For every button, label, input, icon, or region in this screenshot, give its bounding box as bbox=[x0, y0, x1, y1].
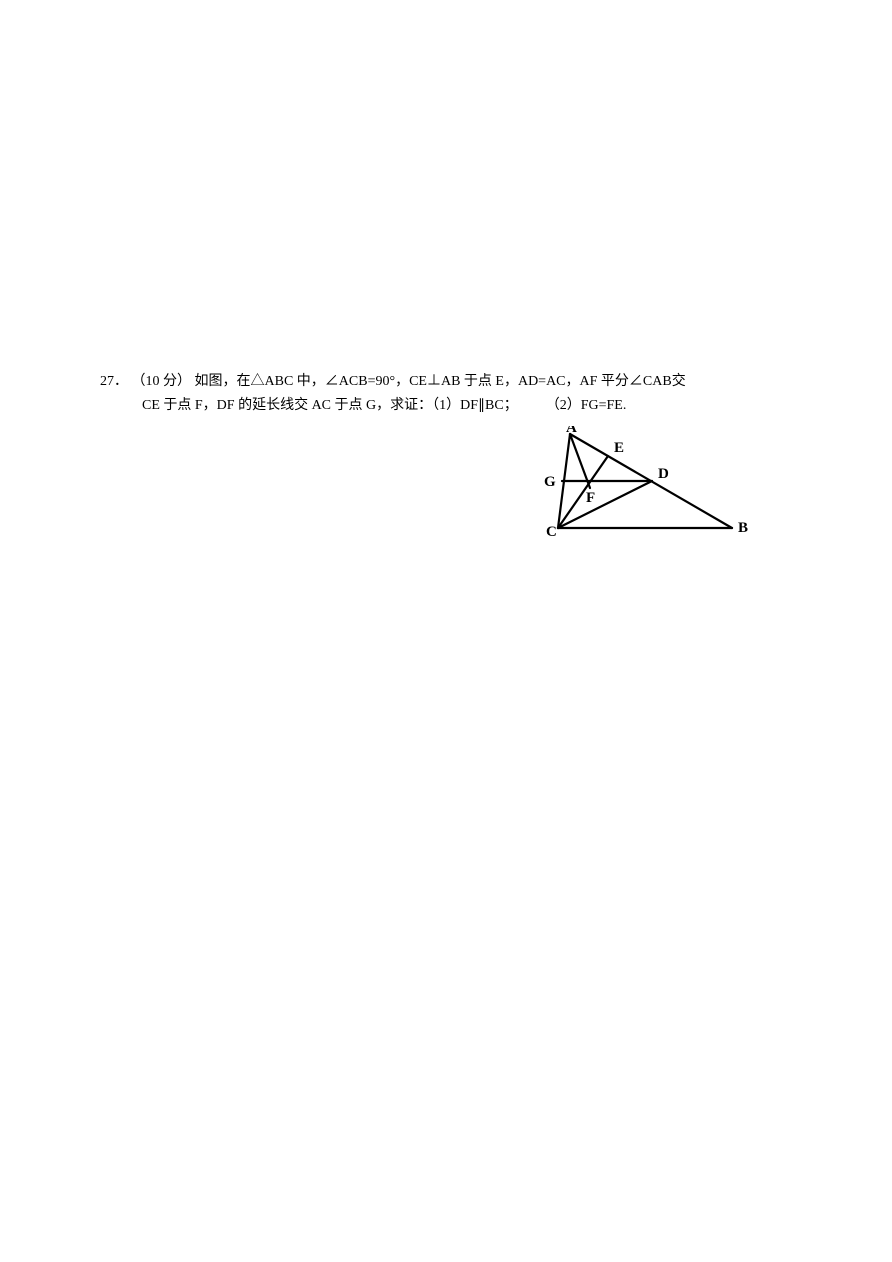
problem-points: （10 分） bbox=[132, 374, 192, 389]
figure-edges bbox=[558, 434, 732, 528]
problem-number: 27． bbox=[100, 374, 128, 389]
problem-block: 27． （10 分） 如图，在△ABC 中，∠ACB=90°，CE⊥AB 于点 … bbox=[100, 370, 800, 546]
problem-line1: 27． （10 分） 如图，在△ABC 中，∠ACB=90°，CE⊥AB 于点 … bbox=[100, 370, 800, 394]
point-label-A: A bbox=[566, 426, 577, 436]
point-label-B: B bbox=[738, 520, 748, 536]
edge-CD bbox=[558, 481, 652, 528]
point-label-G: G bbox=[544, 474, 556, 490]
problem-line2: CE 于点 F，DF 的延长线交 AC 于点 G，求证：（1）DF∥BC； （2… bbox=[100, 394, 800, 418]
problem-line1-text: 如图，在△ABC 中，∠ACB=90°，CE⊥AB 于点 E，AD=AC，AF … bbox=[195, 374, 686, 389]
edge-AF bbox=[570, 434, 590, 488]
point-label-C: C bbox=[546, 524, 557, 540]
problem-text: 27． （10 分） 如图，在△ABC 中，∠ACB=90°，CE⊥AB 于点 … bbox=[100, 370, 800, 418]
point-label-F: F bbox=[586, 490, 595, 506]
point-label-D: D bbox=[658, 466, 669, 482]
geometry-figure: A B C D E F G bbox=[540, 426, 760, 546]
point-label-E: E bbox=[614, 440, 624, 456]
figure-svg: A B C D E F G bbox=[540, 426, 760, 546]
